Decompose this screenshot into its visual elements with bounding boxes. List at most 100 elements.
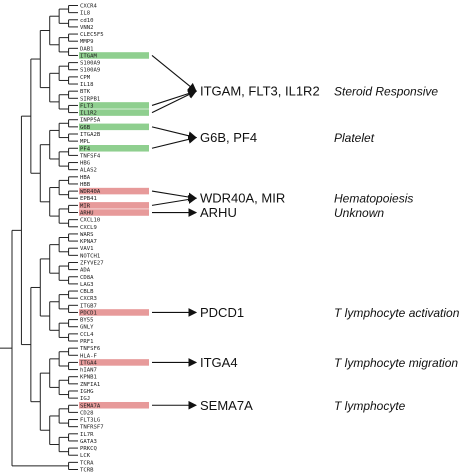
group-gene-label: WDR40A, MIR [200,191,285,206]
gene-label: LCK [80,453,91,459]
gene-label: S100A9 [80,61,100,67]
gene-label: CD28 [80,410,94,416]
callout-arrow [151,90,197,114]
gene-label: CXCL10 [80,218,100,224]
group-category-label: T lymphocyte [334,399,406,413]
gene-label: PRF1 [80,339,93,345]
gene-label: ITGA2B [80,132,101,138]
group-gene-label: G6B, PF4 [200,130,257,145]
gene-label: GATA3 [80,439,97,445]
gene-label: WARS [80,232,93,238]
gene-label: IL1R2 [80,111,97,117]
gene-label: BTK [80,89,91,95]
gene-label: MIR [80,203,91,209]
group-gene-label: SEMA7A [200,398,253,413]
dendrogram-tree [0,5,78,470]
gene-label: GNLY [80,325,94,331]
gene-label: HBG [80,161,91,167]
gene-label: KPNB1 [80,375,97,381]
group-category-label: Steroid Responsive [334,85,438,99]
gene-label: EPB41 [80,196,97,202]
gene-label: PDCD1 [80,310,97,316]
callout-arrow [151,195,198,206]
gene-highlight [79,52,149,59]
gene-label: ZNFIA1 [80,382,100,388]
gene-label: CBLB [80,289,94,295]
gene-highlight [79,145,149,152]
gene-label: IL8 [80,11,91,17]
gene-label: TNFSF6 [80,346,100,352]
gene-label: VAV1 [80,246,93,252]
highlight-layer [79,52,149,409]
callout-arrow [151,55,197,92]
callout-arrow [151,190,198,202]
gene-label: FLT3 [80,103,93,109]
gene-label: KPNA7 [80,239,97,245]
gene-label: CPM [80,75,91,81]
gene-label: WDR40A [80,189,101,195]
callout-arrow [151,126,198,141]
gene-label: IL18 [80,82,94,88]
gene-label: CLEC5F5 [80,32,104,38]
gene-label: FLT3LG [80,418,101,424]
gene-highlight [79,202,149,209]
gene-label: TNFSF4 [80,153,101,159]
gene-label: CD8A [80,275,94,281]
gene-label: ADA [80,268,91,274]
gene-label: IL7R [80,432,94,438]
callout-labels: ITGAM, FLT3, IL1R2 Steroid Responsive G6B,… [200,84,460,413]
gene-label: PRKCQ [80,446,97,452]
gene-highlight [79,309,149,316]
group-gene-label: ARHU [200,205,237,220]
gene-label: MPL [80,139,91,145]
gene-label: ITGB7 [80,303,97,309]
gene-highlight [79,209,149,216]
group-category-label: T lymphocyte migration [334,356,458,370]
gene-label: MMP9 [80,39,93,45]
gene-highlight [79,109,149,116]
gene-label: ARHU [80,211,93,217]
gene-label: HBA [80,175,91,181]
gene-label: S100A9 [80,68,100,74]
gene-label: NOTCH1 [80,253,100,259]
gene-highlight [79,102,149,109]
gene-highlight [79,123,149,131]
callout-arrow [151,135,198,149]
gene-label: HBB [80,182,91,188]
gene-label: BY55 [80,318,93,324]
gene-label: INPP5A [80,118,101,124]
gene-label: CXCR4 [80,4,97,10]
gene-label: ALAS2 [80,168,97,174]
gene-label: CXCR3 [80,296,97,302]
gene-label: cd10 [80,18,93,24]
gene-label: DAB1 [80,46,93,52]
gene-highlight [79,359,149,366]
gene-label: hIAN7 [80,368,97,374]
gene-label: G6B [80,125,91,131]
gene-highlight [79,187,149,195]
callout-arrows [151,55,198,410]
gene-label: ITGAM [80,53,97,59]
gene-label: PF4 [80,146,91,152]
gene-label: IGHG [80,389,94,395]
gene-label: TCRB [80,468,94,474]
group-category-label: Platelet [334,131,375,145]
gene-label: ZFYVE27 [80,260,104,266]
gene-label: TNFRSF7 [80,425,104,431]
gene-label: CCL4 [80,332,94,338]
group-gene-label: ITGAM, FLT3, IL1R2 [200,84,320,99]
gene-label: ITGA4 [80,360,97,366]
gene-label: CXCL9 [80,225,97,231]
group-category-label: Hematopoiesis [334,192,413,206]
group-category-label: T lymphocyte activation [334,306,460,320]
gene-label: VNN2 [80,25,93,31]
gene-label: SEMA7A [80,403,101,409]
gene-label: SIRPB1 [80,96,100,102]
group-gene-label: PDCD1 [200,305,244,320]
gene-label: TCRA [80,460,94,466]
gene-label: LAG3 [80,282,93,288]
gene-highlight [79,401,149,409]
group-gene-label: ITGA4 [200,355,238,370]
